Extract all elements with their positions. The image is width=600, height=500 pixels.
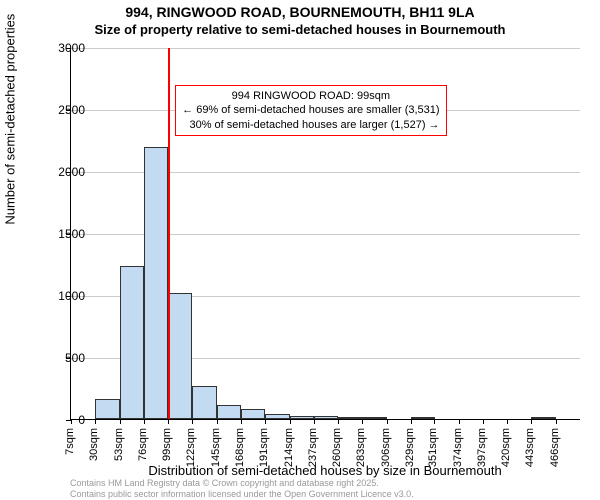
xtick-label: 351sqm — [427, 428, 439, 467]
xtick-mark — [556, 419, 557, 424]
gridline — [71, 48, 580, 49]
histogram-bar — [168, 293, 192, 419]
copyright-notice: Contains HM Land Registry data © Crown c… — [70, 478, 414, 500]
xtick-mark — [507, 419, 508, 424]
y-axis-label-text: Number of semi-detached properties — [3, 14, 18, 225]
histogram-bar — [362, 417, 386, 419]
xtick-label: 260sqm — [331, 428, 343, 467]
xtick-label: 53sqm — [113, 428, 125, 461]
xtick-mark — [241, 419, 242, 424]
xtick-label: 420sqm — [500, 428, 512, 467]
xtick-mark — [434, 419, 435, 424]
annotation-box: 994 RINGWOOD ROAD: 99sqm← 69% of semi-de… — [175, 85, 446, 136]
xtick-mark — [387, 419, 388, 424]
xtick-label: 466sqm — [549, 428, 561, 467]
xtick-mark — [362, 419, 363, 424]
histogram-bar — [411, 417, 435, 419]
histogram-bar — [192, 386, 216, 419]
xtick-mark — [168, 419, 169, 424]
xtick-mark — [459, 419, 460, 424]
histogram-bar — [338, 417, 362, 419]
histogram-bar — [265, 414, 289, 419]
xtick-mark — [483, 419, 484, 424]
xtick-label: 99sqm — [161, 428, 173, 461]
xtick-mark — [144, 419, 145, 424]
xtick-label: 443sqm — [524, 428, 536, 467]
chart-title-sub: Size of property relative to semi-detach… — [0, 22, 600, 37]
xtick-mark — [192, 419, 193, 424]
histogram-bar — [531, 417, 555, 419]
xtick-mark — [265, 419, 266, 424]
ytick-label: 0 — [78, 413, 85, 427]
copyright-line2: Contains public sector information licen… — [70, 489, 414, 500]
ytick-label: 3000 — [58, 41, 85, 55]
ytick-label: 2000 — [58, 165, 85, 179]
ytick-label: 1500 — [58, 227, 85, 241]
annotation-line2: ← 69% of semi-detached houses are smalle… — [182, 103, 439, 117]
xtick-label: 237sqm — [307, 428, 319, 467]
chart-title-address: 994, RINGWOOD ROAD, BOURNEMOUTH, BH11 9L… — [0, 4, 600, 20]
xtick-mark — [217, 419, 218, 424]
y-axis-label: Number of semi-detached properties — [3, 14, 18, 225]
histogram-bar — [120, 266, 144, 419]
xtick-mark — [314, 419, 315, 424]
xtick-mark — [531, 419, 532, 424]
xtick-mark — [71, 419, 72, 424]
xtick-mark — [95, 419, 96, 424]
histogram-bar — [144, 147, 168, 419]
xtick-label: 191sqm — [258, 428, 270, 467]
ytick-label: 2500 — [58, 103, 85, 117]
xtick-label: 145sqm — [210, 428, 222, 467]
xtick-label: 168sqm — [234, 428, 246, 467]
histogram-bar — [314, 416, 338, 419]
xtick-label: 306sqm — [380, 428, 392, 467]
xtick-mark — [411, 419, 412, 424]
histogram-bar — [290, 416, 314, 419]
xtick-label: 122sqm — [185, 428, 197, 467]
xtick-label: 76sqm — [137, 428, 149, 461]
histogram-bar — [217, 405, 241, 419]
histogram-bar — [241, 409, 265, 419]
highlight-line — [168, 48, 170, 419]
xtick-label: 283sqm — [355, 428, 367, 467]
xtick-label: 397sqm — [476, 428, 488, 467]
ytick-label: 1000 — [58, 289, 85, 303]
histogram-bar — [95, 399, 119, 419]
xtick-mark — [338, 419, 339, 424]
copyright-line1: Contains HM Land Registry data © Crown c… — [70, 478, 414, 489]
xtick-label: 374sqm — [452, 428, 464, 467]
xtick-label: 214sqm — [283, 428, 295, 467]
chart-container: 994, RINGWOOD ROAD, BOURNEMOUTH, BH11 9L… — [0, 0, 600, 500]
xtick-label: 30sqm — [88, 428, 100, 461]
ytick-label: 500 — [65, 351, 85, 365]
xtick-label: 7sqm — [64, 428, 76, 455]
xtick-mark — [290, 419, 291, 424]
xtick-mark — [120, 419, 121, 424]
annotation-line1: 994 RINGWOOD ROAD: 99sqm — [182, 89, 439, 103]
xtick-label: 329sqm — [404, 428, 416, 467]
annotation-line3: 30% of semi-detached houses are larger (… — [182, 118, 439, 132]
